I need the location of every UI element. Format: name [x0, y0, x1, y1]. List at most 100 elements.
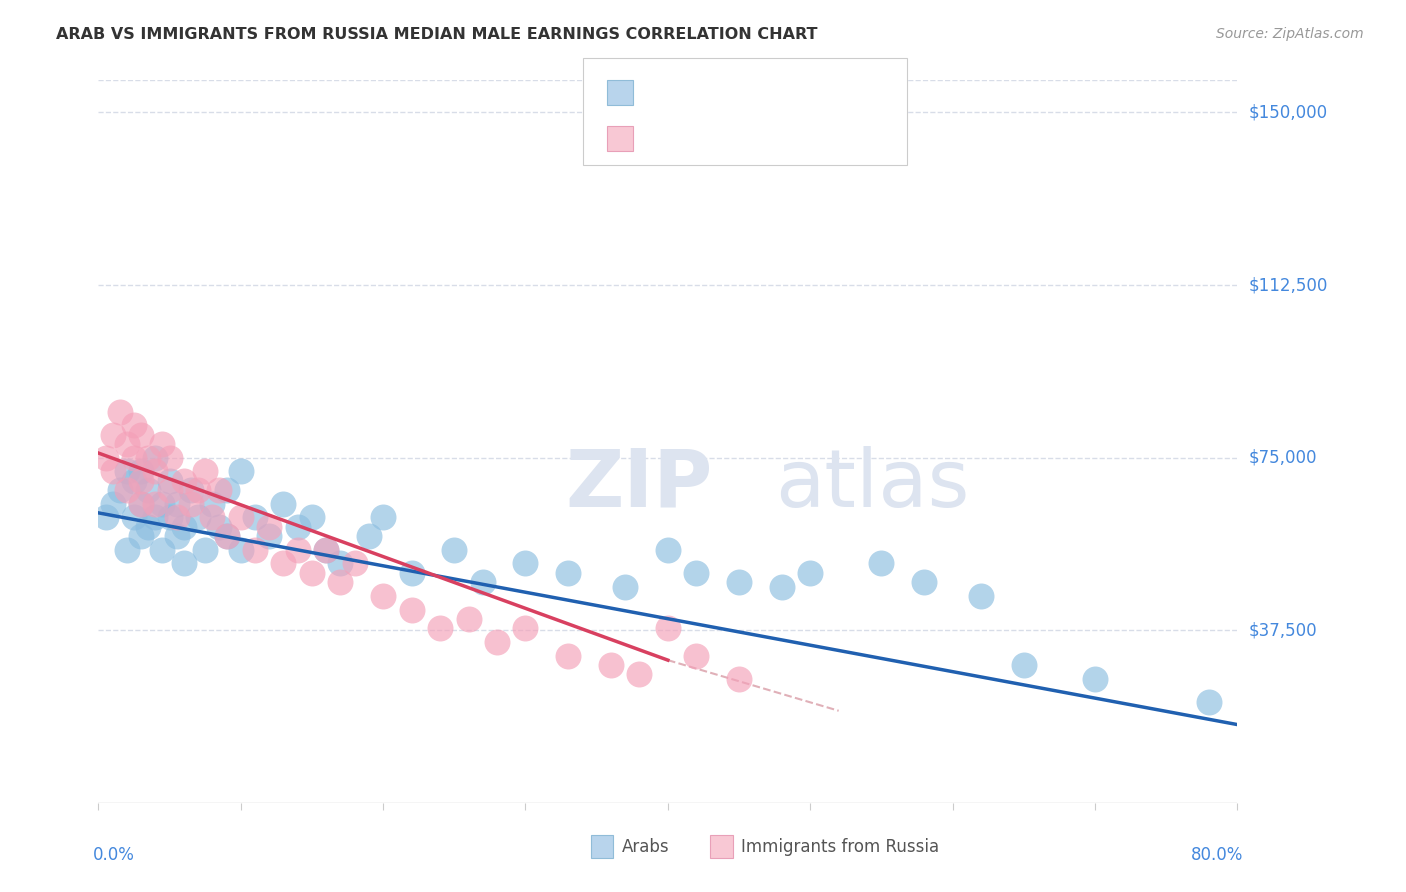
Point	[657, 542, 679, 557]
Point	[457, 612, 479, 626]
Point	[685, 566, 707, 580]
Text: $112,500: $112,500	[1249, 276, 1329, 294]
Point	[187, 510, 209, 524]
Text: $75,000: $75,000	[1249, 449, 1317, 467]
Point	[1084, 672, 1107, 686]
Point	[115, 437, 138, 451]
Point	[600, 657, 623, 672]
Text: ZIP: ZIP	[565, 446, 713, 524]
Point	[471, 574, 494, 589]
Point	[243, 542, 266, 557]
Point	[159, 510, 181, 524]
Point	[273, 497, 295, 511]
Point	[152, 497, 174, 511]
Point	[187, 483, 209, 497]
Point	[215, 529, 238, 543]
Point	[329, 557, 352, 571]
Point	[273, 557, 295, 571]
Point	[166, 497, 188, 511]
Point	[557, 648, 579, 663]
Point	[108, 404, 131, 418]
Point	[301, 566, 323, 580]
Point	[401, 602, 423, 616]
Point	[229, 465, 252, 479]
Point	[145, 465, 167, 479]
Point	[287, 519, 309, 533]
Point	[152, 542, 174, 557]
Point	[115, 542, 138, 557]
Point	[657, 621, 679, 635]
Text: atlas: atlas	[775, 446, 969, 524]
Point	[159, 450, 181, 465]
Point	[357, 529, 380, 543]
Text: Immigrants from Russia: Immigrants from Russia	[741, 838, 939, 855]
Point	[515, 557, 537, 571]
Point	[259, 529, 281, 543]
Point	[94, 450, 117, 465]
Point	[101, 497, 124, 511]
Point	[208, 519, 231, 533]
Point	[229, 510, 252, 524]
Point	[770, 580, 793, 594]
Point	[486, 634, 509, 648]
Point	[108, 483, 131, 497]
Point	[194, 465, 217, 479]
Point	[129, 427, 152, 442]
Text: R = -0.505    N = 57: R = -0.505 N = 57	[644, 78, 827, 96]
Point	[122, 450, 145, 465]
Point	[301, 510, 323, 524]
Point	[129, 465, 152, 479]
Point	[159, 483, 181, 497]
Point	[145, 510, 167, 524]
Point	[173, 519, 195, 533]
Point	[728, 672, 751, 686]
Text: ARAB VS IMMIGRANTS FROM RUSSIA MEDIAN MALE EARNINGS CORRELATION CHART: ARAB VS IMMIGRANTS FROM RUSSIA MEDIAN MA…	[56, 27, 818, 42]
Point	[728, 574, 751, 589]
Point	[685, 648, 707, 663]
Point	[122, 510, 145, 524]
Point	[229, 542, 252, 557]
Text: $37,500: $37,500	[1249, 621, 1317, 640]
Point	[136, 519, 159, 533]
Point	[129, 474, 152, 488]
Point	[159, 474, 181, 488]
Point	[101, 465, 124, 479]
Point	[115, 483, 138, 497]
Point	[173, 557, 195, 571]
Point	[180, 497, 202, 511]
Point	[243, 510, 266, 524]
Point	[152, 437, 174, 451]
Point	[373, 589, 395, 603]
Point	[870, 557, 893, 571]
Point	[173, 474, 195, 488]
Text: 0.0%: 0.0%	[93, 847, 135, 864]
Point	[1198, 694, 1220, 708]
Point	[136, 483, 159, 497]
Point	[201, 497, 224, 511]
Point	[315, 542, 337, 557]
Point	[166, 529, 188, 543]
Point	[315, 542, 337, 557]
Point	[329, 574, 352, 589]
Point	[614, 580, 637, 594]
Point	[215, 483, 238, 497]
Point	[1012, 657, 1035, 672]
Point	[145, 497, 167, 511]
Point	[628, 667, 651, 681]
Point	[215, 529, 238, 543]
Point	[94, 510, 117, 524]
Point	[401, 566, 423, 580]
Point	[115, 465, 138, 479]
Text: Source: ZipAtlas.com: Source: ZipAtlas.com	[1216, 27, 1364, 41]
Point	[194, 542, 217, 557]
Point	[166, 510, 188, 524]
Point	[136, 450, 159, 465]
Point	[557, 566, 579, 580]
Point	[259, 519, 281, 533]
Point	[129, 497, 152, 511]
Point	[145, 450, 167, 465]
Point	[287, 542, 309, 557]
Point	[443, 542, 465, 557]
Point	[201, 510, 224, 524]
Point	[970, 589, 993, 603]
